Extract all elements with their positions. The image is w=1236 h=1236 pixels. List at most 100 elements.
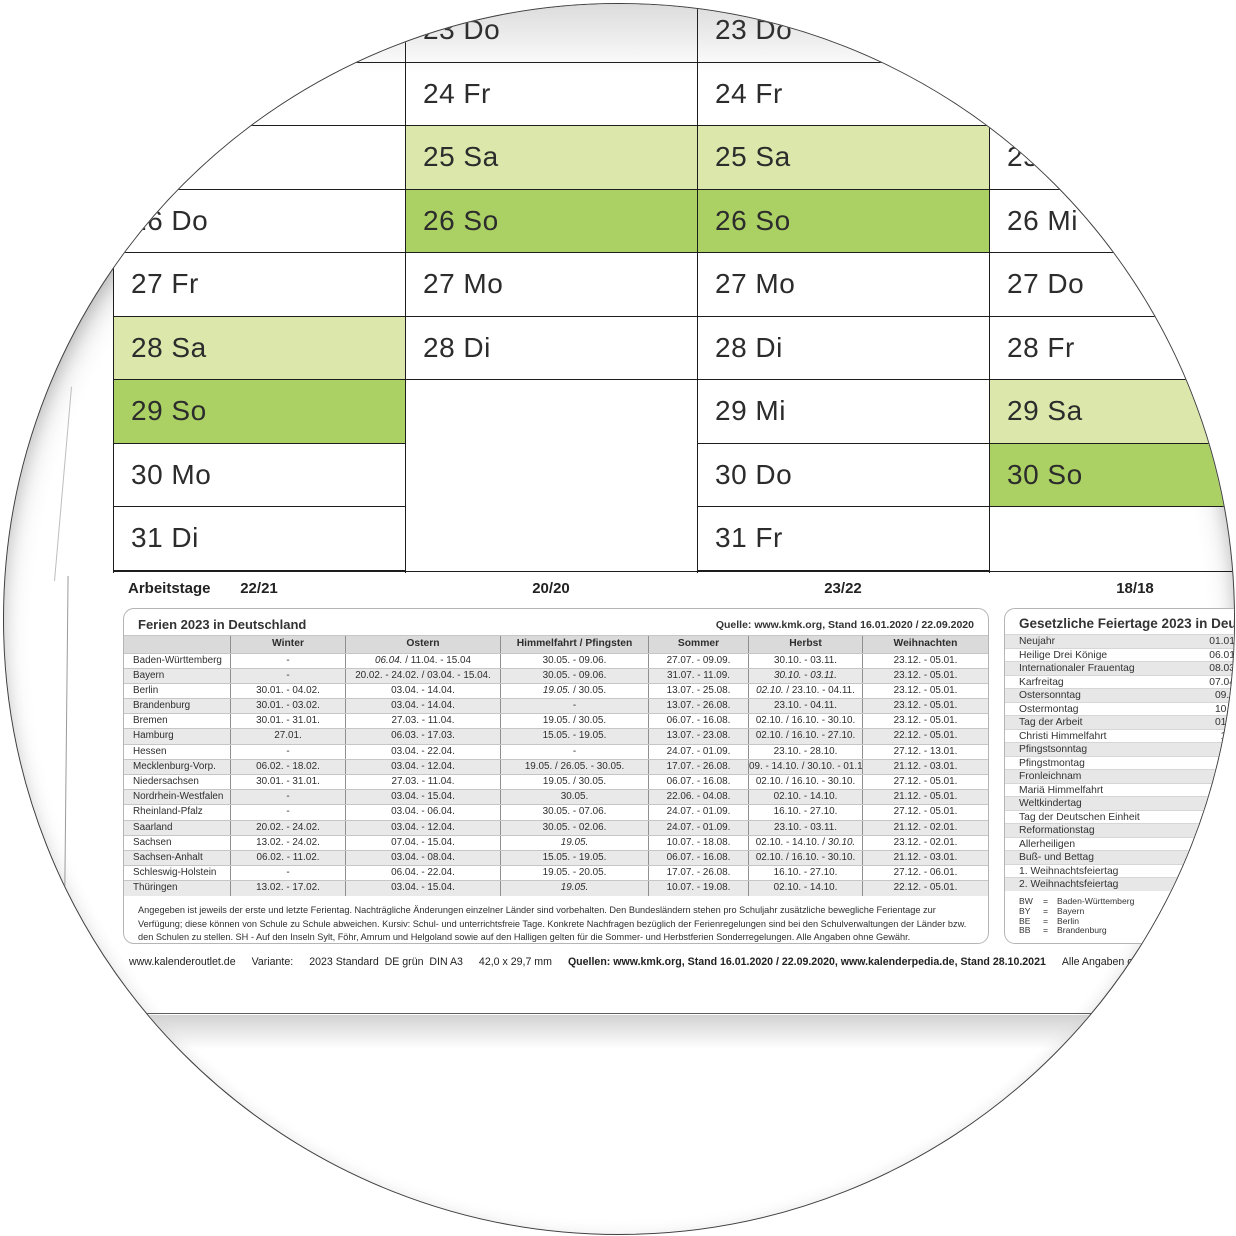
feiertag-row: Weltkindertag [1005, 796, 1234, 810]
ferien-cell: - [230, 668, 345, 683]
ferien-cell: 10.07. - 19.08. [648, 881, 748, 896]
footer-variant-label: Variante: [251, 956, 294, 968]
ferien-cell: 03.04. - 08.04. [345, 850, 500, 866]
ferien-header-cell [124, 636, 230, 653]
day-cell: 27 Mo [698, 253, 990, 317]
ferien-cell: 27.03. - 11.04. [345, 714, 500, 729]
ferien-row: Baden-Württemberg -06.04. / 11.04. - 15.0… [124, 652, 988, 668]
ferien-source: Quelle: www.kmk.org, Stand 16.01.2020 / … [715, 619, 974, 631]
ferien-cell: - [230, 866, 345, 881]
ferien-cell: 03.04. - 14.04. [345, 699, 500, 714]
abbr-eq: = [1043, 915, 1049, 926]
day-cell: 25 Sa [406, 126, 698, 190]
day-cell: 27 Do [990, 253, 1234, 317]
ferien-cell: 02.10. - 14.10. / 30.10. [748, 835, 862, 850]
ferien-header-cell: Himmelfahrt / Pfingsten [500, 636, 648, 653]
footer-disclaimer: Alle Angaben ohne Gewähr [1061, 956, 1191, 968]
state-name: Nordrhein-Westfalen [133, 791, 224, 803]
abbr-name: Bayern [1057, 905, 1085, 916]
footer-line: www.kalenderoutlet.de Variante: 2023 Sta… [129, 956, 1234, 968]
ferien-cell: 06.07. - 16.08. [648, 714, 748, 729]
ferien-header-cell: Weihnachten [862, 636, 988, 653]
feiertag-name: Pfingstsonntag [1019, 744, 1088, 755]
feiertag-name: Tag der Deutschen Einheit [1019, 811, 1140, 823]
state-name: Thüringen [133, 882, 178, 894]
day-cell: 26 Mi [990, 189, 1234, 253]
arbeitstage-label: Arbeitstage [128, 580, 211, 597]
ferien-cell: 06.03. - 17.03. [345, 729, 500, 744]
ferien-cell: 30.05. - 02.06. [500, 820, 648, 835]
ferien-row: Sachsen-Anhalt 06.02. - 11.02. 03.04. - 08… [124, 849, 988, 866]
grid-bottom-line [113, 571, 1234, 572]
arbeitstage-value: 22/21 [240, 580, 278, 597]
arbeitstage-value: 18/18 [1116, 580, 1154, 597]
feiertag-name: Mariä Himmelfahrt [1019, 784, 1104, 796]
ferien-cell: 13.07. - 26.08. [648, 699, 748, 714]
day-cell: 26 So [698, 189, 990, 253]
abbreviation-line: BE = Berlin HE [1019, 915, 1234, 927]
ferien-cell: 31.07. - 11.09. [648, 668, 748, 683]
ferien-cell: 02.10. - 14.10. [748, 790, 862, 805]
day-cell: 25 Sa [698, 126, 990, 190]
ferien-cell: 06.04. / 11.04. - 15.04 [345, 653, 500, 668]
ferien-cell: 03.04. - 15.04. [345, 790, 500, 805]
day-cell: 25 Mi [114, 126, 406, 190]
ferien-cell: 17.07. - 26.08. [648, 866, 748, 881]
ferien-cell: 15.05. - 19.05. [500, 850, 648, 866]
day-cell: 30 So [990, 443, 1234, 507]
feiertag-date: 29 [1223, 757, 1235, 769]
abbreviation-line: BB = Brandenburg M [1019, 925, 1234, 936]
ferien-cell: 22.12. - 05.01. [862, 729, 988, 744]
footer-sources: Quellen: www.kmk.org, Stand 16.01.2020 /… [567, 956, 1046, 968]
feiertag-row: Fronleichnam 0 [1005, 769, 1234, 783]
ferien-cell: 13.07. - 25.08. [648, 683, 748, 699]
abbr-eq: = [1043, 896, 1049, 906]
abbr-code: BY [1019, 905, 1031, 916]
ferien-cell: - [500, 744, 648, 759]
ferien-box: Ferien 2023 in Deutschland Quelle: www.k… [123, 608, 989, 944]
feiertag-name: Christi Himmelfahrt [1019, 730, 1107, 742]
ferien-header-cell: Sommer [648, 636, 748, 653]
feiertage-title: Gesetzliche Feiertage 2023 in Deuts [1019, 616, 1235, 631]
abbr-name: Baden-Württemberg [1057, 896, 1135, 906]
feiertag-name: Neujahr [1019, 636, 1056, 647]
ferien-cell: 19.05. / 30.05. [500, 683, 648, 699]
feiertag-date: 07.04 [1209, 676, 1235, 688]
day-cell: 30 Mo [114, 443, 406, 507]
feiertag-row: Tag der Deutschen Einheit [1005, 809, 1234, 824]
ferien-cell: 19.05. / 26.05. - 30.05. [500, 759, 648, 774]
ferien-row: Bayern -20.02. - 24.02. / 03.04. - 15.04.… [124, 667, 988, 683]
ferien-cell: 24.07. - 01.09. [648, 805, 748, 820]
feiertag-row: Reformationstag [1005, 823, 1234, 837]
feiertag-name: Heilige Drei Könige [1019, 649, 1108, 661]
ferien-header-cell: Ostern [345, 636, 500, 653]
feiertag-row: Mariä Himmelfahrt [1005, 782, 1234, 797]
ferien-row: Niedersachsen 30.01. - 31.01. 27.03. - 11.… [124, 774, 988, 790]
month-column: 23 So 24 Mo 25 Di 26 Mi 27 Do 28 Fr 29 Sa 30 So [989, 4, 1234, 573]
ferien-title: Ferien 2023 in Deutschland [138, 617, 307, 632]
ferien-cell: 30.05. [500, 790, 648, 805]
ferien-cell: 17.07. - 26.08. [648, 759, 748, 774]
ferien-cell: 27.12. - 06.01. [862, 866, 988, 881]
ferien-row: Hessen -03.04. - 22.04. -24.07. - 01.09. 23… [124, 743, 988, 759]
ferien-cell: - [230, 653, 345, 668]
ferien-cell: 02.10. / 16.10. - 30.10. [748, 775, 862, 790]
ferien-cell: 06.02. - 18.02. [230, 759, 345, 774]
ferien-cell: 19.05. - 20.05. [500, 866, 648, 881]
ferien-header-row: Winter Ostern Himmelfahrt / Pfingsten Somme… [124, 635, 988, 653]
ferien-cell: 02.10. / 16.10. - 30.10. [748, 714, 862, 729]
state-name: Baden-Württemberg [133, 654, 222, 666]
ferien-cell: 30.01. - 03.02. [230, 699, 345, 714]
ferien-cell: 02.10. / 16.10. - 30.10. [748, 850, 862, 866]
feiertag-row: 2. Weihnachtsfeiertag [1005, 877, 1234, 891]
day-cell: 28 Di [406, 316, 698, 380]
abbreviation-line: BY = Bayern HH [1019, 905, 1234, 917]
abbr-eq: = [1043, 925, 1049, 936]
ferien-row: Berlin 30.01. - 04.02. 03.04. - 14.04. 19.0… [124, 682, 988, 699]
abbr-name: Brandenburg [1057, 925, 1107, 936]
abbr-code: BW [1019, 896, 1033, 906]
ferien-cell: 23.12. - 02.01. [862, 835, 988, 850]
ferien-note: Angegeben ist jeweils der erste und letz… [138, 905, 967, 943]
day-cell: 23 Mo [114, 4, 406, 63]
